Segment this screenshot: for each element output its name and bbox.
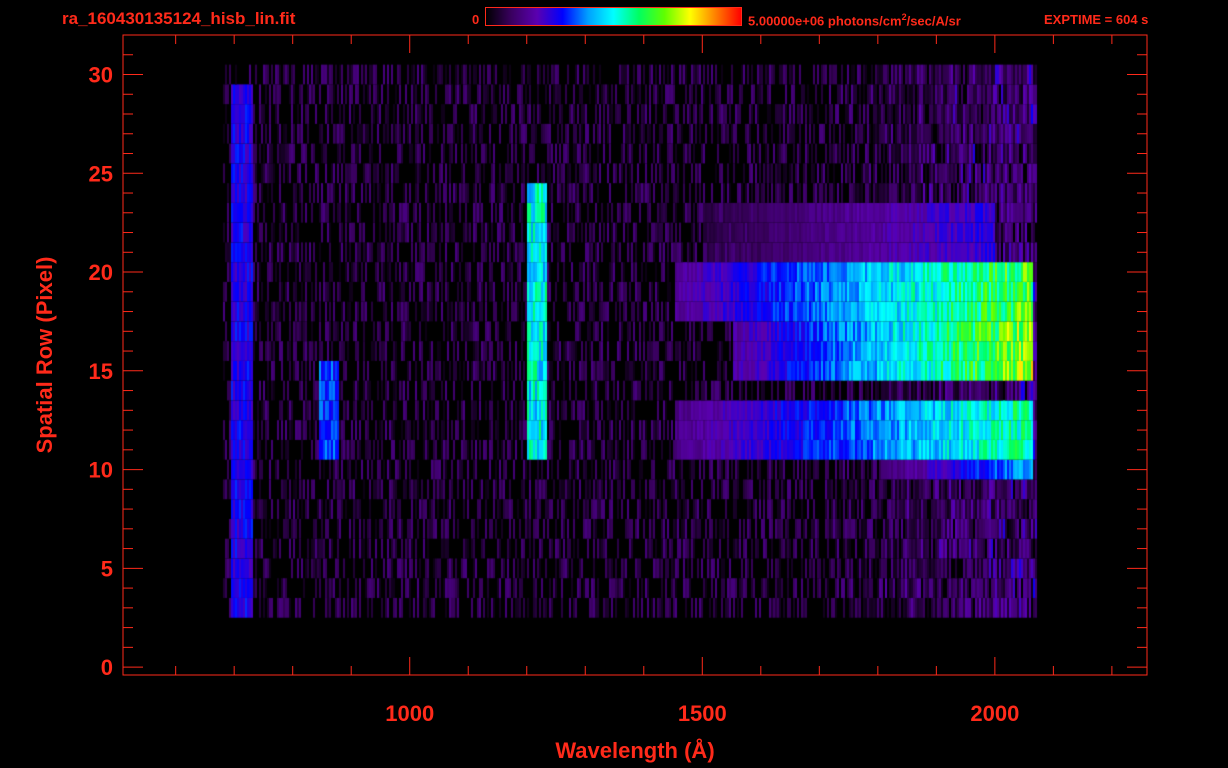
heatmap-image [123,35,1147,675]
x-tick-label: 2000 [970,701,1019,726]
colorbar-max-exponent: 2 [901,12,907,22]
y-axis-label: Spatial Row (Pixel) [32,257,57,454]
y-tick-label: 10 [89,458,113,483]
y-tick-label: 0 [101,655,113,680]
y-tick-label: 20 [89,260,113,285]
tick-labels: 1000 1500 2000 0 5 10 15 20 25 30 [89,63,1020,726]
colorbar-max-suffix: /sec/A/sr [906,13,961,29]
x-axis-label: Wavelength (Å) [555,737,714,763]
axis-ticks [123,34,1147,675]
colorbar-max-prefix: 5.00000e+06 photons/cm [748,13,902,29]
y-tick-label: 15 [89,359,113,384]
x-tick-label: 1500 [678,701,727,726]
file-title: ra_160430135124_hisb_lin.fit [62,9,296,28]
exptime-label: EXPTIME = 604 s [1044,12,1149,27]
colorbar [485,7,742,26]
y-tick-label: 25 [89,161,113,186]
colorbar-min-label: 0 [472,12,480,27]
heatmap-raster [123,35,1147,675]
y-tick-label: 30 [89,63,113,88]
colorbar-max-label: 5.00000e+06 photons/cm2/sec/A/sr [748,12,961,28]
y-tick-label: 5 [101,556,113,581]
plot-frame [122,34,1148,676]
x-tick-label: 1000 [385,701,434,726]
